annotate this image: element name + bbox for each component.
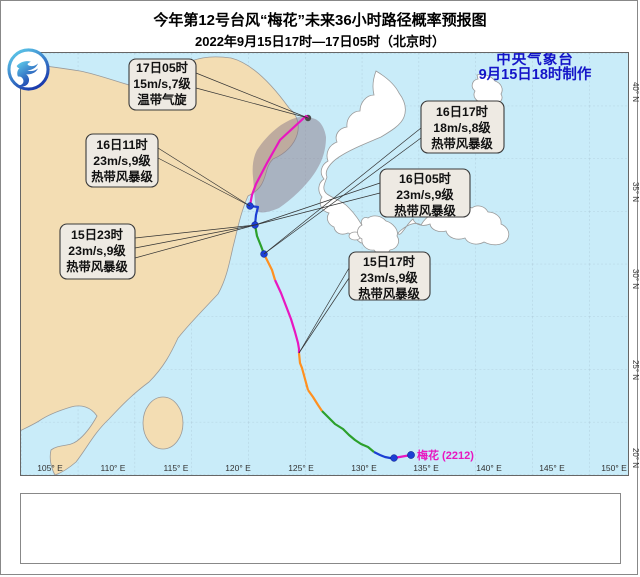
svg-text:热带风暴级: 热带风暴级 [394,203,456,218]
svg-text:16日05时: 16日05时 [399,171,452,186]
svg-text:30° N: 30° N [631,269,640,289]
svg-text:130° E: 130° E [351,463,377,473]
svg-text:16日11时: 16日11时 [96,137,148,152]
svg-text:135° E: 135° E [413,463,439,473]
svg-text:16日17时: 16日17时 [436,104,489,119]
svg-text:145° E: 145° E [539,463,565,473]
svg-text:17日05时: 17日05时 [136,60,189,75]
svg-text:23m/s,9级: 23m/s,9级 [68,243,126,258]
svg-text:40° N: 40° N [631,82,640,102]
svg-text:热带风暴级: 热带风暴级 [431,136,493,151]
svg-text:9月15日18时制作: 9月15日18时制作 [479,65,592,83]
svg-text:120° E: 120° E [225,463,251,473]
svg-text:中央气象台: 中央气象台 [496,53,574,68]
svg-text:110° E: 110° E [101,463,126,473]
svg-text:115° E: 115° E [164,463,189,473]
svg-text:梅花 (2212): 梅花 (2212) [417,448,474,462]
svg-text:15日23时: 15日23时 [71,227,124,242]
svg-text:热带风暴级: 热带风暴级 [358,286,420,301]
svg-text:25° N: 25° N [631,360,640,380]
svg-text:125° E: 125° E [288,463,314,473]
svg-text:热带风暴级: 热带风暴级 [66,259,128,274]
svg-text:35° N: 35° N [631,182,640,202]
svg-text:105° E: 105° E [37,463,63,473]
svg-text:140° E: 140° E [476,463,502,473]
svg-text:23m/s,9级: 23m/s,9级 [93,153,151,168]
svg-text:18m/s,8级: 18m/s,8级 [433,120,491,135]
svg-text:15日17时: 15日17时 [363,254,416,269]
svg-text:15m/s,7级: 15m/s,7级 [133,76,191,91]
svg-text:温带气旋: 温带气旋 [137,92,187,107]
svg-text:23m/s,9级: 23m/s,9级 [396,187,454,202]
svg-text:150° E: 150° E [601,463,627,473]
svg-text:热带风暴级: 热带风暴级 [91,169,153,184]
svg-text:20° N: 20° N [631,448,640,468]
svg-text:23m/s,9级: 23m/s,9级 [360,270,418,285]
